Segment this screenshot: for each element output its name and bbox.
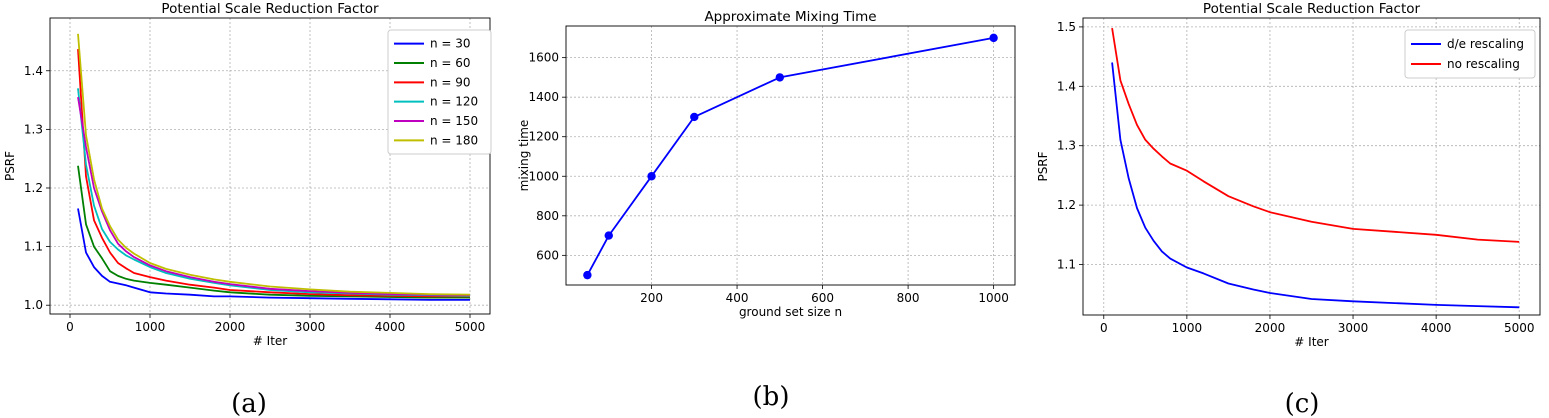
series-line-5: [77, 33, 471, 296]
x-axis-label: # Iter: [1294, 335, 1328, 349]
legend-label: n = 30: [430, 37, 471, 51]
y-tick-label: 1.4: [24, 64, 43, 78]
caption-a: (a): [231, 389, 267, 418]
series-line-1: [1111, 27, 1520, 243]
x-tick-label: 4000: [1421, 321, 1452, 335]
x-axis-label: # Iter: [253, 334, 287, 348]
y-tick-label: 600: [536, 248, 559, 262]
x-tick-label: 2000: [1255, 321, 1286, 335]
y-tick-label: 1.5: [1057, 20, 1076, 34]
x-tick-label: 0: [1100, 321, 1108, 335]
y-tick-label: 1600: [528, 51, 559, 65]
data-point: [583, 270, 592, 280]
caption-c: (c): [1285, 389, 1320, 418]
x-tick-label: 5000: [455, 320, 486, 334]
series-line-1: [77, 165, 470, 299]
x-tick-label: 400: [726, 291, 749, 305]
data-point: [604, 231, 613, 240]
chart-0: 0 1000 2000 3000 4000 5000 1.0 1.1 1.2 1.3 1.4 Pote…: [3, 1, 492, 348]
x-tick-label: 200: [640, 291, 663, 305]
data-point: [690, 112, 699, 122]
y-tick-label: 1.4: [1057, 79, 1076, 93]
chart-1: 200 400 600 800 1000 600 800 1000 1200 1400 1600 Ap…: [517, 9, 1016, 319]
legend-label: n = 60: [430, 56, 471, 70]
y-axis-label: PSRF: [1036, 151, 1050, 181]
legend: d/e rescaling no rescaling: [1404, 29, 1536, 79]
series-line-4: [77, 96, 471, 297]
x-tick-label: 0: [66, 320, 74, 334]
y-tick-label: 1000: [528, 169, 559, 183]
x-tick-label: 2000: [215, 320, 246, 334]
data-point: [989, 33, 998, 43]
data-point: [647, 172, 656, 181]
x-axis-label: ground set size n: [739, 305, 842, 319]
legend-box: [1404, 29, 1536, 79]
legend-label: d/e rescaling: [1447, 37, 1524, 51]
y-tick-label: 800: [536, 209, 559, 223]
legend-label: no rescaling: [1447, 57, 1520, 71]
legend-label: n = 150: [430, 114, 478, 128]
x-tick-label: 3000: [295, 320, 326, 334]
legend: n = 30 n = 60 n = 90 n = 120 n = 150 n = 180: [387, 29, 492, 155]
y-tick-label: 1.0: [24, 298, 43, 312]
x-tick-label: 4000: [375, 320, 406, 334]
x-tick-label: 600: [811, 291, 834, 305]
x-tick-label: 3000: [1338, 321, 1369, 335]
y-tick-label: 1.2: [24, 181, 43, 195]
y-axis-label: mixing time: [517, 120, 531, 192]
y-tick-label: 1.2: [1057, 198, 1076, 212]
legend-box: [387, 29, 492, 155]
y-tick-label: 1400: [528, 90, 559, 104]
y-axis-label: PSRF: [3, 151, 17, 181]
y-tick-label: 1.1: [1057, 258, 1076, 272]
caption-b: (b): [753, 382, 790, 412]
chart-title: Approximate Mixing Time: [704, 9, 876, 25]
chart-title: Potential Scale Reduction Factor: [161, 1, 379, 17]
series-line-0: [1111, 62, 1520, 309]
x-tick-label: 5000: [1504, 321, 1535, 335]
y-tick-label: 1.1: [24, 240, 43, 254]
x-tick-label: 1000: [978, 291, 1009, 305]
series-line-0: [586, 37, 994, 276]
data-point: [775, 73, 785, 82]
series-line-0: [77, 208, 470, 301]
x-tick-label: 800: [897, 291, 920, 305]
legend-label: n = 120: [430, 95, 478, 109]
plot-frame: [1082, 17, 1541, 316]
y-tick-label: 1.3: [24, 122, 43, 136]
plot-frame: [49, 17, 491, 315]
series-line-2: [77, 49, 470, 298]
y-tick-label: 1.3: [1057, 139, 1076, 153]
y-tick-label: 1200: [528, 130, 559, 144]
chart-2: 0 1000 2000 3000 4000 5000 1.1 1.2 1.3 1.4 1.5 Pote…: [1036, 1, 1541, 349]
x-tick-label: 1000: [135, 320, 166, 334]
chart-title: Potential Scale Reduction Factor: [1203, 1, 1421, 17]
plot-frame: [565, 25, 1016, 286]
x-tick-label: 1000: [1172, 321, 1203, 335]
legend-label: n = 180: [430, 133, 478, 147]
legend-label: n = 90: [430, 75, 471, 89]
